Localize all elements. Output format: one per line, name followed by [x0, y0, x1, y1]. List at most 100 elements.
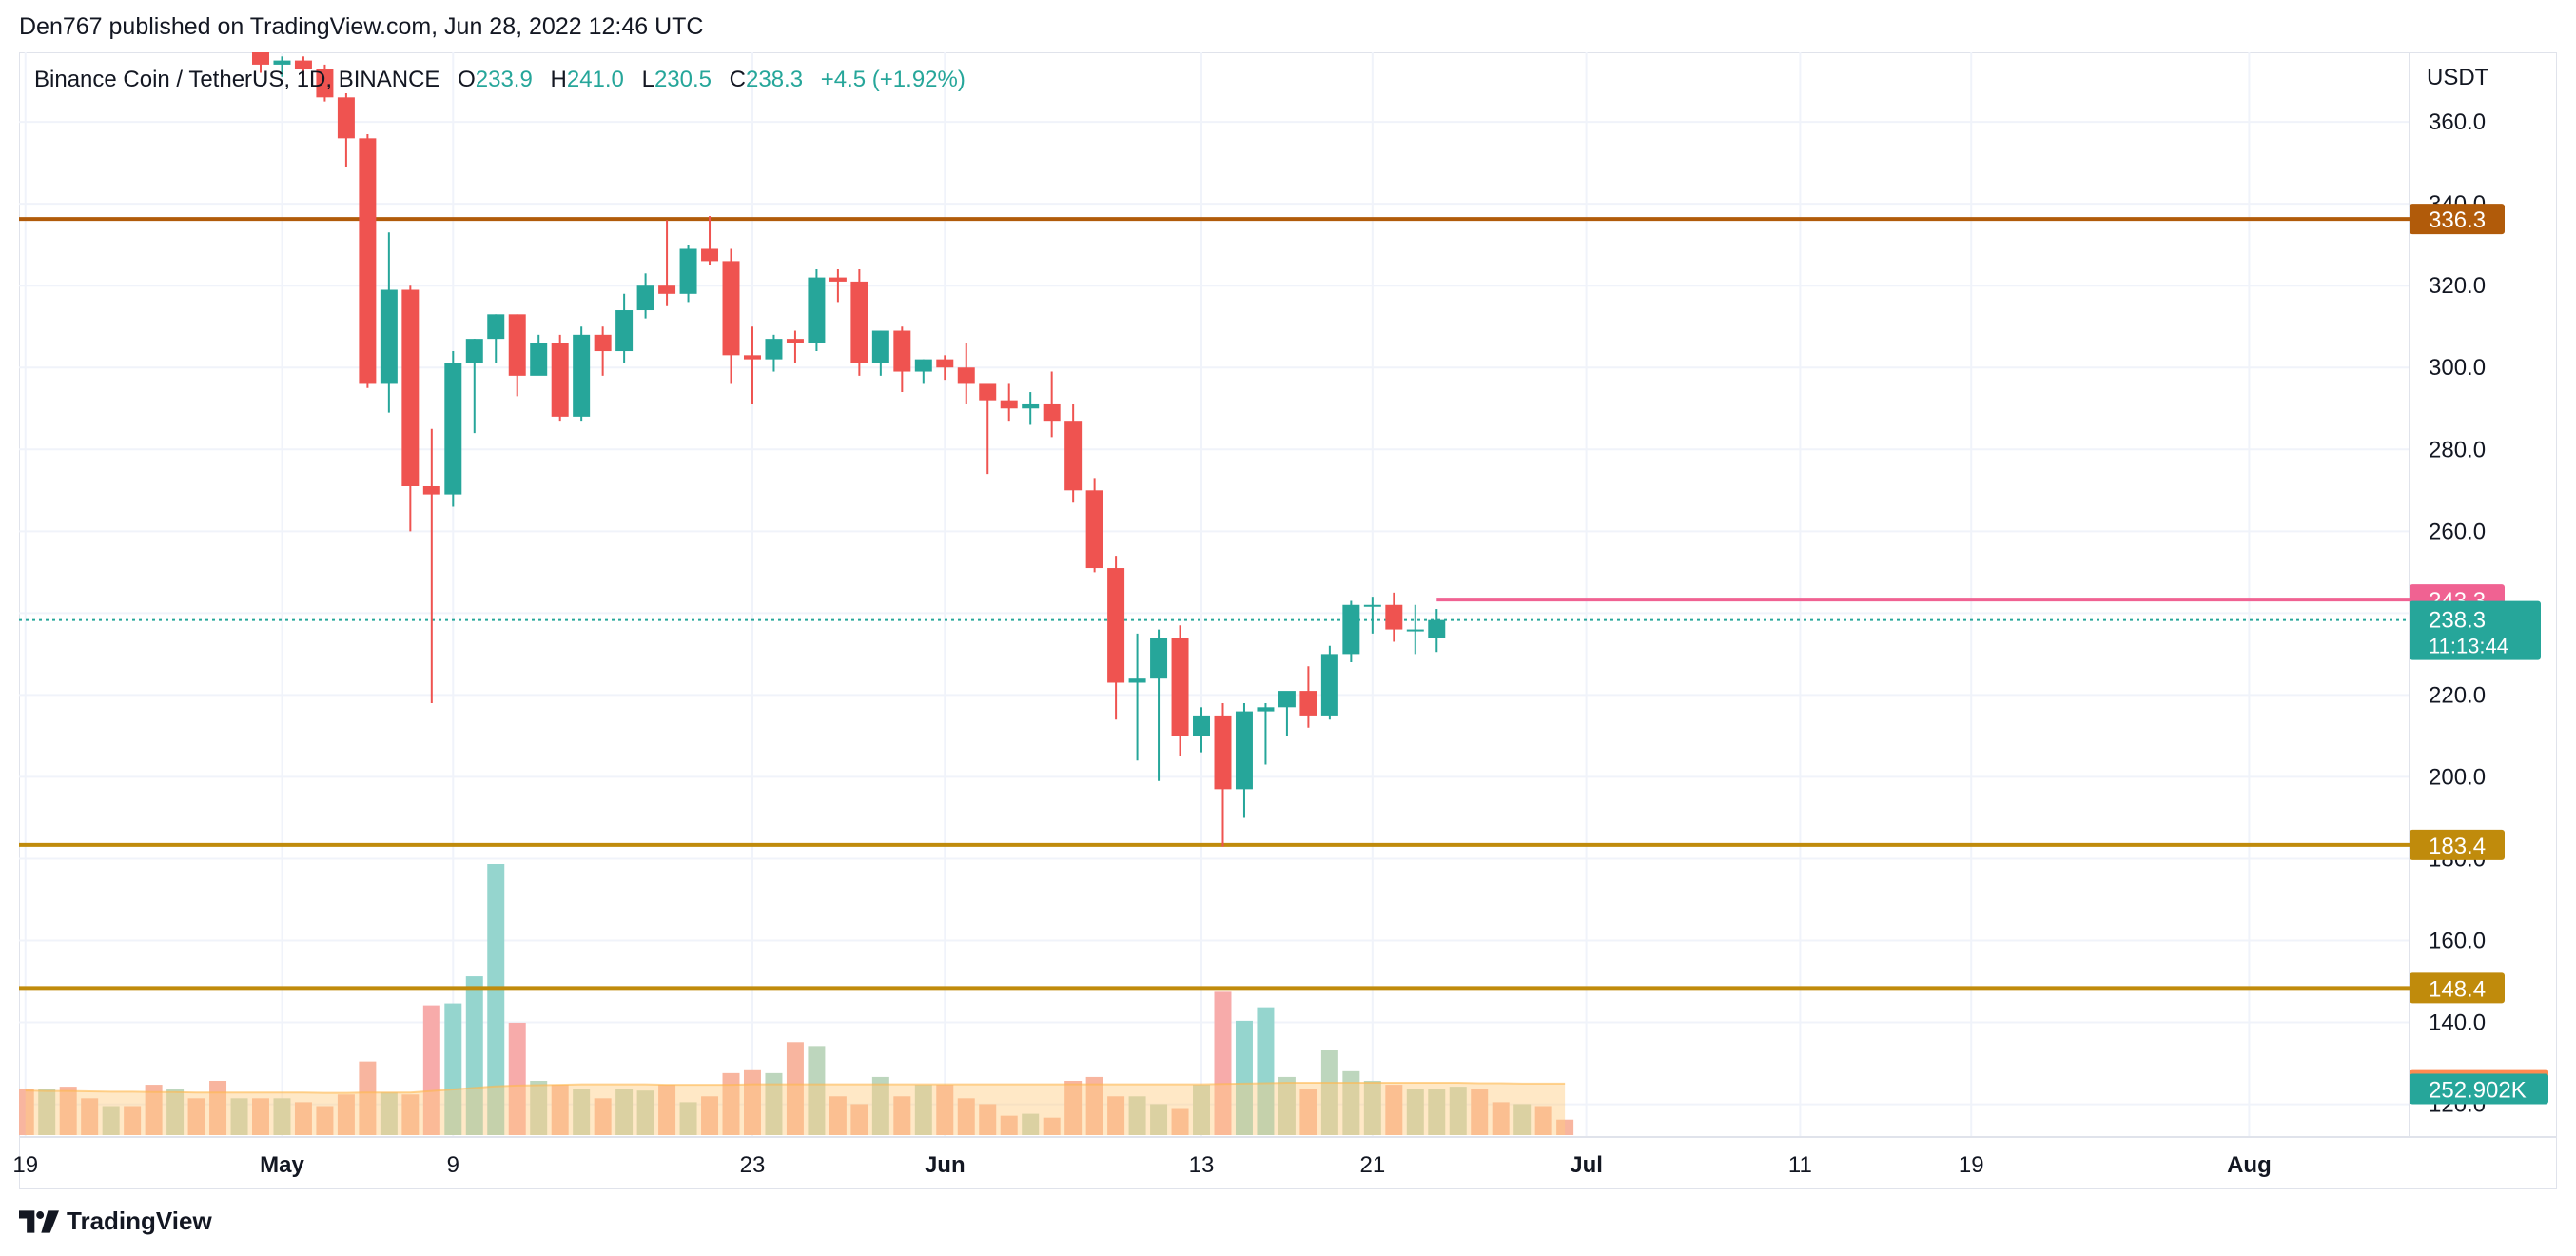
candle-body[interactable]	[401, 289, 420, 486]
candle-body[interactable]	[1385, 604, 1403, 630]
level-price-tag[interactable]	[2410, 204, 2505, 235]
volume-bar	[1299, 1089, 1317, 1135]
candle-body[interactable]	[786, 339, 804, 343]
price-tick-label: 280.0	[2429, 437, 2486, 462]
candle-body[interactable]	[1363, 604, 1381, 607]
volume-bar	[359, 1061, 377, 1135]
volume-ma-line	[25, 1082, 1566, 1094]
candle-body[interactable]	[936, 359, 954, 368]
volume-bar	[19, 1089, 34, 1135]
close-value: 238.3	[746, 67, 804, 92]
candle-body[interactable]	[1128, 678, 1146, 683]
candle-body[interactable]	[1022, 403, 1040, 409]
volume-bar	[1128, 1096, 1146, 1135]
candle-body[interactable]	[573, 334, 591, 417]
time-tick-label: 11	[1788, 1152, 1812, 1178]
candle-body[interactable]	[1342, 604, 1360, 655]
volume-bar	[1449, 1087, 1467, 1135]
volume-bar	[1150, 1104, 1168, 1135]
candle-body[interactable]	[1064, 421, 1083, 491]
candle-body[interactable]	[273, 60, 291, 65]
candle-body[interactable]	[1043, 403, 1061, 422]
candle-body[interactable]	[765, 339, 783, 360]
volume-bar	[530, 1081, 548, 1135]
level-price-tag[interactable]	[2410, 972, 2505, 1004]
currency-label: USDT	[2427, 65, 2489, 90]
volume-bar	[743, 1069, 761, 1135]
candle-body[interactable]	[594, 334, 612, 352]
volume-bar	[273, 1098, 291, 1135]
candle-body[interactable]	[871, 330, 889, 363]
candle-body[interactable]	[1000, 400, 1018, 409]
candle-body[interactable]	[1171, 638, 1189, 736]
candle-body[interactable]	[294, 60, 312, 69]
time-tick-label: 19	[1959, 1152, 1984, 1178]
low-label: L	[641, 67, 654, 92]
price-tick-label: 300.0	[2429, 355, 2486, 381]
candle-body[interactable]	[508, 314, 526, 376]
candle-body[interactable]	[957, 367, 975, 384]
volume-value-tag[interactable]	[2410, 1073, 2548, 1105]
candle-body[interactable]	[1299, 691, 1317, 716]
candle-body[interactable]	[701, 248, 719, 262]
volume-bar	[893, 1096, 911, 1135]
volume-bar	[786, 1042, 804, 1135]
candle-body[interactable]	[551, 343, 569, 417]
volume-ma-fill	[25, 1083, 1566, 1135]
price-tick-label: 200.0	[2429, 764, 2486, 790]
candle-body[interactable]	[1214, 715, 1232, 790]
candle-body[interactable]	[743, 355, 761, 360]
volume-bar	[594, 1098, 612, 1135]
candle-body[interactable]	[1257, 707, 1275, 712]
candle-body[interactable]	[829, 277, 847, 282]
candle-body[interactable]	[422, 486, 440, 495]
candle-body[interactable]	[316, 69, 334, 98]
volume-bar	[1171, 1108, 1189, 1135]
candle-body[interactable]	[722, 261, 740, 356]
volume-bar	[979, 1104, 997, 1135]
volume-bar	[850, 1104, 868, 1135]
volume-bar	[316, 1106, 334, 1135]
level-price-tag-text: 336.3	[2429, 207, 2486, 233]
candle-body[interactable]	[679, 248, 697, 294]
candle-body[interactable]	[636, 285, 654, 311]
candle-body[interactable]	[914, 359, 932, 372]
candle-body[interactable]	[1320, 654, 1338, 716]
candle-body[interactable]	[808, 277, 826, 343]
volume-bar	[1428, 1089, 1446, 1135]
candle-body[interactable]	[1150, 638, 1168, 679]
volume-bar	[124, 1106, 142, 1135]
candle-body[interactable]	[1278, 691, 1296, 708]
candle-body[interactable]	[380, 289, 398, 384]
volume-bar	[465, 976, 483, 1135]
candle-body[interactable]	[850, 281, 868, 363]
candle-body[interactable]	[487, 314, 505, 340]
candle-body[interactable]	[979, 383, 997, 401]
volume-bar	[829, 1096, 847, 1135]
candle-body[interactable]	[615, 310, 634, 352]
tradingview-logo-icon[interactable]	[19, 1209, 59, 1233]
price-tick-label: 260.0	[2429, 519, 2486, 544]
candle-body[interactable]	[465, 339, 483, 363]
candle-body[interactable]	[1428, 619, 1446, 638]
last-price-tag[interactable]	[2410, 600, 2541, 660]
candle-body[interactable]	[658, 285, 676, 294]
volume-bar	[871, 1076, 889, 1135]
candle-body[interactable]	[530, 343, 548, 376]
candle-body[interactable]	[252, 52, 269, 65]
candle-body[interactable]	[1235, 711, 1253, 790]
candle-body[interactable]	[1406, 629, 1424, 632]
candle-body[interactable]	[1107, 568, 1125, 683]
volume-bar	[765, 1072, 783, 1135]
level-price-tag[interactable]	[2410, 829, 2505, 860]
candle-body[interactable]	[1085, 490, 1103, 569]
candle-body[interactable]	[1193, 715, 1211, 736]
candle-body[interactable]	[359, 138, 377, 384]
published-info: Den767 published on TradingView.com, Jun…	[19, 13, 704, 40]
candle-body[interactable]	[337, 97, 355, 139]
price-tick-label: 160.0	[2429, 929, 2486, 954]
candle-body[interactable]	[893, 330, 911, 372]
footer-brand[interactable]: TradingView	[67, 1207, 212, 1235]
candle-body[interactable]	[444, 363, 462, 495]
